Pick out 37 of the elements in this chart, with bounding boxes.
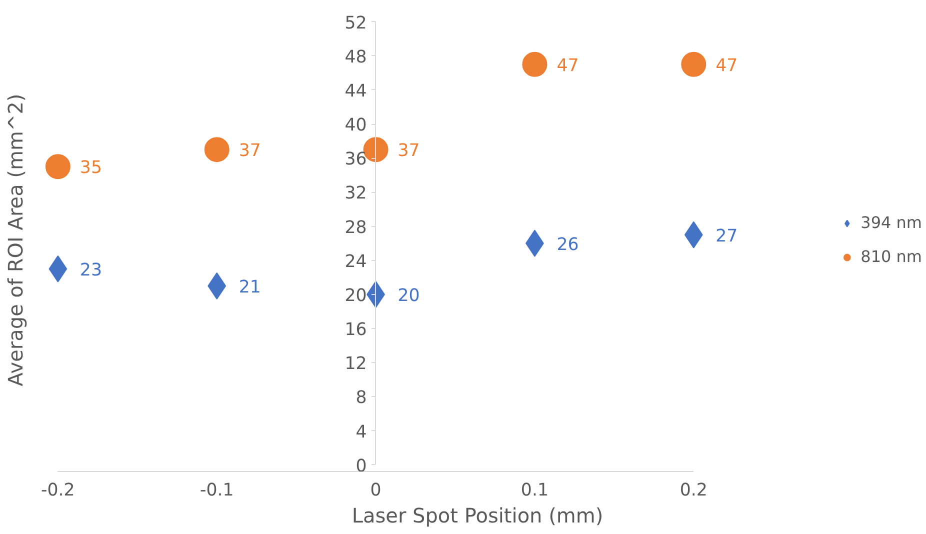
x-tick-label: -0.1	[200, 480, 234, 500]
data-label: 27	[716, 226, 738, 246]
y-tick-label: 20	[344, 286, 367, 306]
y-tick-label: 0	[356, 456, 367, 476]
y-tick-label: 36	[344, 150, 367, 170]
data-label: 37	[238, 141, 261, 162]
x-tick-label: 0	[370, 480, 382, 500]
legend-label: 810 nm	[860, 247, 922, 266]
point	[681, 52, 706, 77]
point	[522, 52, 548, 77]
data-label: 47	[716, 56, 738, 76]
y-tick-label: 32	[344, 184, 367, 204]
x-tick-label: -0.2	[41, 480, 75, 500]
point	[45, 154, 70, 180]
y-axis-title: Average of ROI Area (mm^2)	[4, 94, 28, 386]
y-tick-label: 16	[344, 320, 367, 340]
data-label: 23	[80, 260, 102, 280]
y-tick-label: 24	[344, 252, 367, 272]
y-tick-label: 40	[344, 116, 367, 136]
y-tick-label: 44	[344, 81, 367, 102]
x-axis-title: Laser Spot Position (mm)	[352, 504, 604, 528]
data-label: 21	[238, 277, 261, 298]
y-tick-label: 48	[344, 47, 367, 68]
y-tick-label: 4	[356, 422, 367, 442]
data-label: 26	[556, 234, 579, 255]
y-tick-label: 12	[344, 354, 367, 374]
point	[204, 137, 230, 162]
x-tick-label: 0.1	[520, 480, 548, 500]
data-label: 37	[398, 141, 420, 162]
data-label: 47	[556, 56, 579, 76]
data-label: 35	[80, 158, 102, 178]
data-label: 20	[398, 286, 420, 306]
legend-label: 394 nm	[860, 213, 922, 232]
y-tick-label: 8	[356, 388, 367, 408]
x-tick-label: 0.2	[680, 480, 708, 500]
y-tick-label: 52	[344, 13, 367, 34]
y-tick-label: 28	[344, 218, 367, 238]
